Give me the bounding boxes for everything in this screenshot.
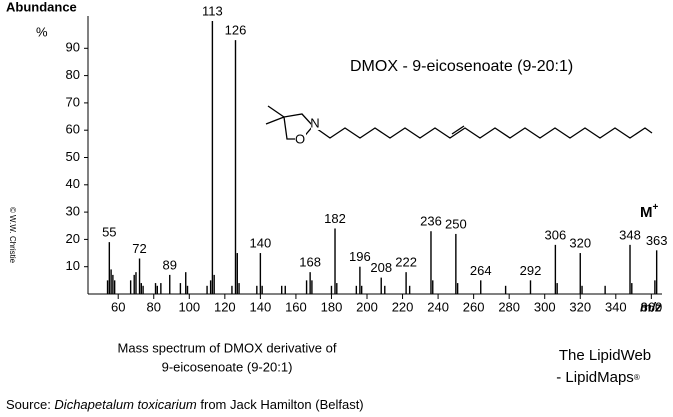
x-tick-label: 80 — [147, 299, 161, 314]
m-sup: + — [653, 202, 659, 213]
x-tick-label: 360 — [640, 299, 662, 314]
copyright: © W.W. Christie — [8, 207, 17, 264]
peak-label: 55 — [102, 225, 116, 240]
x-title: m/z — [640, 299, 662, 314]
source-prefix: Source: — [6, 397, 54, 412]
atom: O — [295, 131, 305, 146]
source-species: Dichapetalum toxicarium — [54, 397, 197, 412]
source-suffix: from Jack Hamilton (Belfast) — [197, 397, 364, 412]
bond — [265, 116, 285, 125]
x-tick-label: 120 — [214, 299, 236, 314]
peak-label: 89 — [163, 257, 177, 272]
x-tick-label: 200 — [356, 299, 378, 314]
double-bond — [451, 125, 465, 135]
x-tick-label: 300 — [534, 299, 556, 314]
y-tick-label: 30 — [66, 204, 80, 219]
peak-label: 363 — [646, 233, 668, 248]
y-tick-label: 50 — [66, 149, 80, 164]
peak-label: 292 — [520, 263, 542, 278]
peak-label: 140 — [250, 235, 272, 250]
chain — [312, 125, 653, 139]
y-tick-label: 60 — [66, 122, 80, 137]
peak-label: 348 — [619, 227, 641, 242]
atom-bg — [311, 118, 320, 130]
structure: N O — [265, 105, 653, 146]
brand: - LipidMaps® — [556, 369, 640, 386]
brand-mark: ® — [634, 373, 640, 382]
ring — [283, 113, 314, 140]
x-tick-label: 160 — [285, 299, 307, 314]
peak-label: 264 — [470, 263, 492, 278]
peak-label: 72 — [132, 241, 146, 256]
x-tick-label: 280 — [498, 299, 520, 314]
x-tick-label: 260 — [463, 299, 485, 314]
x-tick-label: 60 — [111, 299, 125, 314]
peak-label: 113 — [202, 3, 223, 18]
peak-label: 306 — [545, 227, 567, 242]
peak-label: 208 — [370, 260, 392, 275]
brand: The LipidWeb — [559, 347, 651, 364]
x-tick-label: 180 — [321, 299, 343, 314]
x-tick-label: 240 — [427, 299, 449, 314]
peak-label: 126 — [225, 23, 247, 38]
peak-label: 222 — [395, 255, 417, 270]
y-tick-label: 90 — [66, 40, 80, 55]
caption: 9-eicosenoate (9-20:1) — [162, 359, 293, 374]
y-tick-label: 80 — [66, 67, 80, 82]
x-tick-label: 320 — [569, 299, 591, 314]
molecular-ion: M+ — [640, 202, 659, 221]
peak-label: 196 — [349, 249, 371, 264]
y-tick-label: 20 — [66, 231, 80, 246]
bond — [267, 105, 285, 118]
caption: Mass spectrum of DMOX derivative of — [118, 340, 337, 355]
x-tick-label: 220 — [392, 299, 414, 314]
y-tick-label: 70 — [66, 94, 80, 109]
m-label: M — [640, 204, 653, 221]
atom: N — [310, 115, 319, 130]
x-tick-label: 140 — [250, 299, 272, 314]
y-title: Abundance — [6, 0, 77, 14]
peak-label: 320 — [569, 235, 591, 250]
atom-bg — [295, 133, 306, 145]
x-tick-label: 100 — [178, 299, 200, 314]
y-tick-label: 40 — [66, 176, 80, 191]
peak-label: 168 — [299, 255, 321, 270]
source: Source: Dichapetalum toxicarium from Jac… — [6, 397, 364, 412]
peak-label: 236 — [420, 214, 442, 229]
peak-label: 250 — [445, 216, 467, 231]
x-tick-label: 340 — [605, 299, 627, 314]
y-unit: % — [36, 24, 48, 39]
brand-text: - LipidMaps — [556, 369, 634, 386]
peak-label: 182 — [324, 211, 346, 226]
chart-title: DMOX - 9-eicosenoate (9-20:1) — [350, 58, 573, 75]
y-tick-label: 10 — [66, 258, 80, 273]
